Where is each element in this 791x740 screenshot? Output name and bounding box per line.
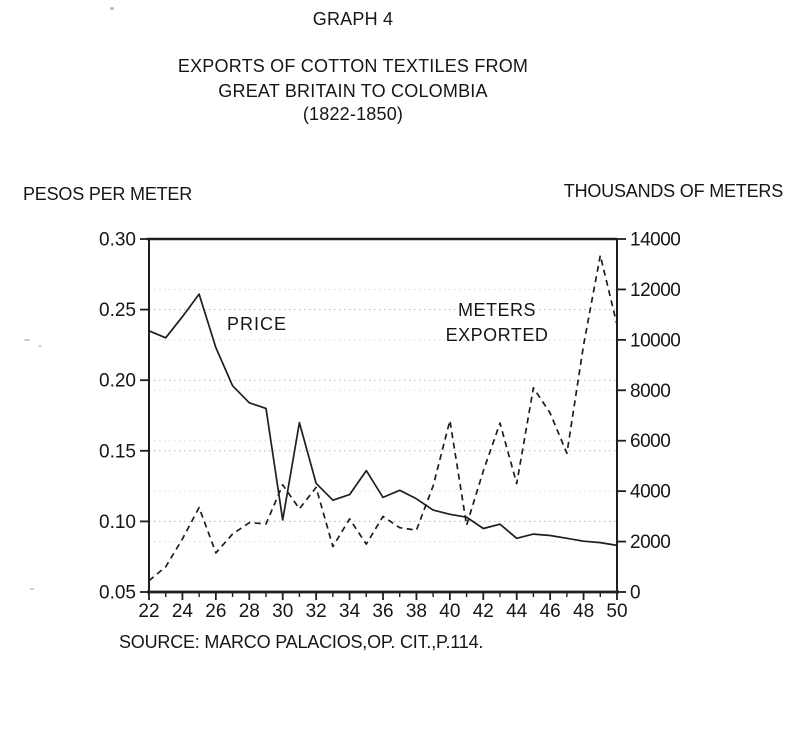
left-axis-tick-label-0.20: 0.20 (99, 371, 136, 392)
right-axis-tick-label-8000: 8000 (630, 381, 670, 402)
right-axis-tick-label-10000: 10000 (630, 330, 680, 351)
right-axis-header: THOUSANDS OF METERS (563, 181, 783, 201)
series-line-price (148, 293, 618, 547)
x-axis-tick-label-42: 42 (473, 601, 494, 622)
x-axis-tick-label-46: 46 (540, 601, 561, 622)
graph-label: GRAPH 4 (312, 9, 394, 29)
x-axis-tick-label-24: 24 (172, 601, 194, 622)
x-axis-tick-label-44: 44 (506, 601, 528, 622)
x-axis-tick-label-22: 22 (138, 601, 159, 622)
chart-title-line-3: (1822-1850) (302, 104, 404, 124)
x-axis-tick-label-50: 50 (606, 601, 627, 622)
right-axis-tick-label-12000: 12000 (630, 280, 680, 301)
x-axis-tick-label-30: 30 (272, 601, 293, 622)
scan-speck (30, 588, 34, 590)
price-series-label: PRICE (227, 314, 288, 334)
x-axis-tick-label-34: 34 (339, 601, 361, 622)
left-axis-tick-label-0.10: 0.10 (99, 512, 136, 533)
scan-speck (38, 345, 42, 347)
left-axis-tick-label-0.25: 0.25 (99, 300, 136, 321)
meters-series-label-line-1: METERS (457, 300, 536, 320)
left-axis-tick-label-0.30: 0.30 (99, 230, 136, 251)
series-line-meters-exported (148, 254, 618, 582)
left-axis-tick-label-0.05: 0.05 (99, 583, 136, 604)
x-axis-tick-label-40: 40 (439, 601, 460, 622)
x-axis-tick-label-38: 38 (406, 601, 427, 622)
chart-title-line-1: EXPORTS OF COTTON TEXTILES FROM (177, 56, 529, 76)
right-axis-tick-label-14000: 14000 (630, 230, 680, 251)
right-axis-tick-label-0: 0 (630, 583, 640, 604)
right-axis-tick-label-2000: 2000 (630, 532, 670, 553)
x-axis-tick-label-48: 48 (573, 601, 594, 622)
scan-speck (24, 339, 30, 341)
x-axis-tick-label-36: 36 (372, 601, 393, 622)
x-axis-tick-label-26: 26 (205, 601, 226, 622)
x-axis-tick-label-28: 28 (239, 601, 260, 622)
source-citation: SOURCE: MARCO PALACIOS,OP. CIT.,P.114. (119, 632, 484, 652)
left-axis-tick-label-0.15: 0.15 (99, 441, 136, 462)
scan-speck (110, 7, 114, 10)
x-axis-tick-label-32: 32 (306, 601, 327, 622)
left-axis-header: PESOS PER METER (23, 184, 193, 204)
meters-series-label-line-2: EXPORTED (445, 325, 549, 345)
right-axis-tick-label-6000: 6000 (630, 431, 670, 452)
right-axis-tick-label-4000: 4000 (630, 482, 670, 503)
chart-title-line-2: GREAT BRITAIN TO COLOMBIA (218, 81, 488, 101)
